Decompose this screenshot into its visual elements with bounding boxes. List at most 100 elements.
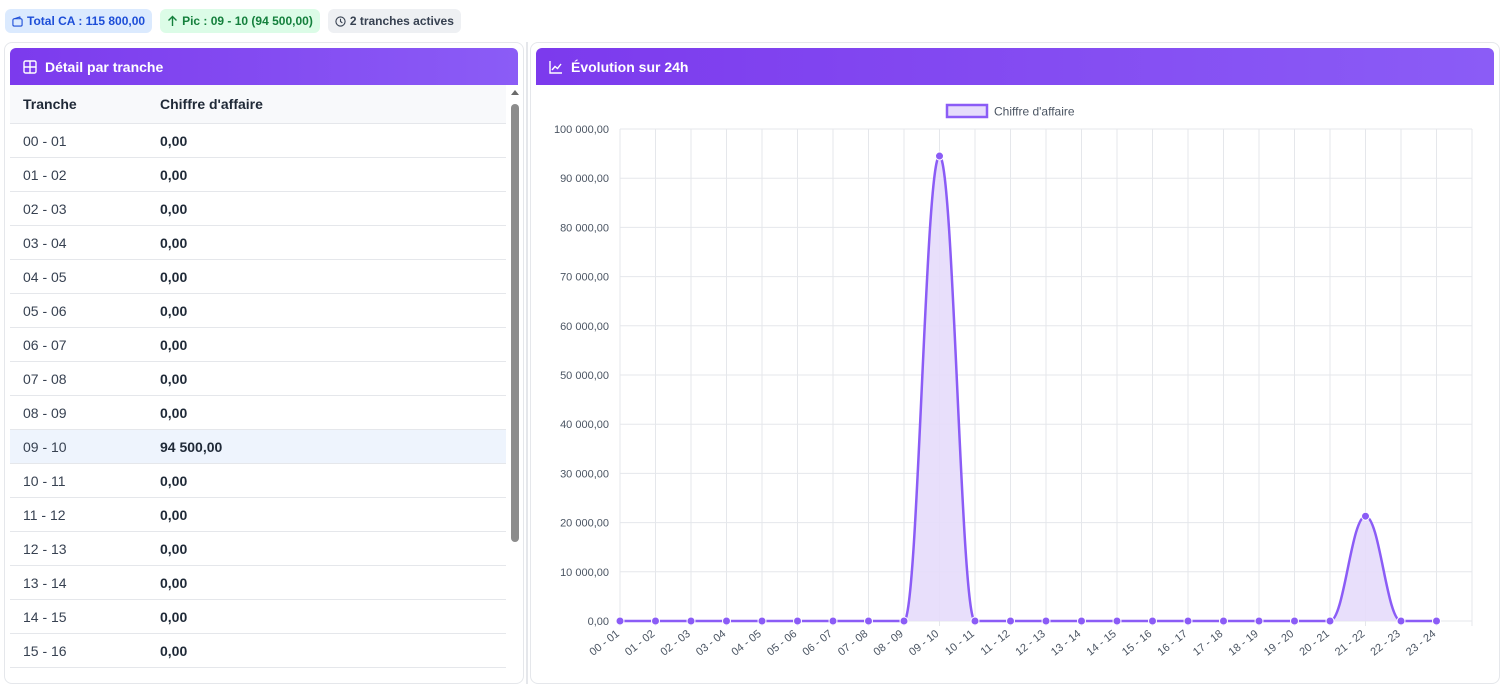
cell-ca-value: 0,00	[160, 506, 188, 523]
x-tick-label: 05 - 06	[765, 628, 799, 659]
table-row[interactable]: 03 - 04 0,00	[10, 226, 506, 260]
legend-label[interactable]: Chiffre d'affaire	[994, 105, 1075, 119]
cell-tranche: 07 - 08	[23, 370, 67, 387]
x-tick-label: 09 - 10	[907, 628, 941, 659]
series-line[interactable]	[620, 154, 1437, 623]
table-row[interactable]: 09 - 10 94 500,00	[10, 430, 506, 464]
data-point[interactable]	[1325, 616, 1335, 626]
x-tick-label: 08 - 09	[871, 628, 905, 659]
cell-ca-value: 0,00	[160, 404, 188, 421]
peak-badge: Pic : 09 - 10 (94 500,00)	[160, 9, 320, 33]
table-row[interactable]: 13 - 14 0,00	[10, 566, 506, 600]
detail-table[interactable]: Tranche Chiffre d'affaire 00 - 01 0,00 01 …	[10, 85, 506, 683]
data-point[interactable]	[864, 616, 873, 626]
cell-ca-value: 0,00	[160, 132, 188, 149]
data-point[interactable]	[1006, 616, 1015, 626]
cell-ca-value: 0,00	[160, 574, 188, 591]
active-slots-badge: 2 tranches actives	[327, 9, 461, 33]
cell-tranche: 02 - 03	[23, 200, 67, 217]
data-point[interactable]	[1361, 511, 1370, 521]
detail-panel: Détail par tranche Tranche Chiffre d'aff…	[4, 42, 524, 684]
y-tick-label: 40 000,00	[560, 419, 609, 431]
data-point[interactable]	[1396, 616, 1406, 626]
x-tick-label: 04 - 05	[729, 628, 763, 659]
data-point[interactable]	[1041, 616, 1051, 626]
table-row[interactable]: 15 - 16 0,00	[10, 634, 506, 668]
chart-line-icon	[549, 60, 563, 74]
data-point[interactable]	[1432, 616, 1441, 626]
y-tick-label: 80 000,00	[560, 222, 609, 234]
cell-tranche: 03 - 04	[23, 234, 67, 251]
table-row[interactable]: 11 - 12 0,00	[10, 498, 506, 532]
cell-tranche: 10 - 11	[23, 472, 66, 489]
table-row[interactable]: 07 - 08 0,00	[10, 362, 506, 396]
table-row[interactable]: 01 - 02 0,00	[10, 158, 506, 192]
y-tick-label: 100 000,00	[554, 124, 609, 136]
cell-ca-value: 0,00	[160, 166, 188, 183]
data-point[interactable]	[793, 616, 802, 626]
data-point[interactable]	[828, 616, 838, 626]
table-header: Tranche Chiffre d'affaire	[10, 85, 506, 124]
cell-ca-value: 0,00	[160, 302, 188, 319]
x-tick-label: 22 - 23	[1368, 628, 1402, 659]
data-point[interactable]	[615, 616, 625, 626]
table-icon	[23, 59, 37, 74]
x-tick-label: 14 - 15	[1084, 628, 1118, 659]
data-point[interactable]	[935, 151, 944, 161]
x-tick-label: 20 - 21	[1297, 628, 1331, 659]
peak-text: Pic : 09 - 10 (94 500,00)	[182, 14, 313, 28]
scroll-up-arrow-icon[interactable]	[511, 90, 519, 95]
cell-tranche: 04 - 05	[23, 268, 67, 285]
scrollbar-thumb[interactable]	[511, 104, 519, 542]
data-point[interactable]	[722, 616, 731, 626]
cell-ca-value: 0,00	[160, 608, 188, 625]
table-row[interactable]: 00 - 01 0,00	[10, 124, 506, 158]
x-tick-label: 17 - 18	[1191, 628, 1225, 659]
table-row[interactable]: 06 - 07 0,00	[10, 328, 506, 362]
y-tick-label: 90 000,00	[560, 173, 609, 185]
data-point[interactable]	[1219, 616, 1228, 626]
cell-tranche: 01 - 02	[23, 166, 67, 183]
data-point[interactable]	[899, 616, 909, 626]
revenue-chart[interactable]: 0,00 10 000,00 20 000,00 30 000,00 40 000,00…	[531, 43, 1499, 683]
legend-swatch[interactable]	[945, 103, 989, 119]
chart-panel: Évolution sur 24h 0,00 10 000,00 20 000,00…	[530, 42, 1500, 684]
data-point[interactable]	[1112, 616, 1122, 626]
x-tick-label: 16 - 17	[1155, 628, 1189, 659]
table-row[interactable]: 04 - 05 0,00	[10, 260, 506, 294]
column-header-ca: Chiffre d'affaire	[160, 96, 263, 112]
panel-divider[interactable]	[526, 42, 528, 684]
cell-ca-value: 0,00	[160, 472, 188, 489]
table-row[interactable]: 10 - 11 0,00	[10, 464, 506, 498]
y-tick-label: 50 000,00	[560, 370, 609, 382]
data-point[interactable]	[757, 616, 767, 626]
x-tick-label: 13 - 14	[1049, 628, 1083, 659]
summary-badges: Total CA : 115 800,00 Pic : 09 - 10 (94 …	[5, 9, 461, 33]
cell-tranche: 12 - 13	[23, 540, 67, 557]
cell-ca-value: 0,00	[160, 234, 188, 251]
data-point[interactable]	[686, 616, 696, 626]
table-body: 00 - 01 0,00 01 - 02 0,00 02 - 03 0,00 03 - 04…	[10, 124, 506, 668]
active-slots-text: 2 tranches actives	[349, 14, 454, 28]
data-point[interactable]	[1183, 616, 1193, 626]
x-tick-label: 18 - 19	[1226, 628, 1260, 659]
cell-tranche: 05 - 06	[23, 302, 67, 319]
table-row[interactable]: 05 - 06 0,00	[10, 294, 506, 328]
table-row[interactable]: 08 - 09 0,00	[10, 396, 506, 430]
x-tick-label: 11 - 12	[979, 628, 1013, 658]
chart-panel-header: Évolution sur 24h	[536, 48, 1494, 85]
x-tick-label: 19 - 20	[1262, 628, 1296, 659]
table-row[interactable]: 12 - 13 0,00	[10, 532, 506, 566]
data-point[interactable]	[970, 616, 980, 626]
table-scrollbar[interactable]	[510, 87, 520, 681]
data-point[interactable]	[1290, 616, 1299, 626]
y-tick-label: 20 000,00	[560, 518, 609, 530]
data-point[interactable]	[1254, 616, 1264, 626]
cell-tranche: 06 - 07	[23, 336, 67, 353]
data-point[interactable]	[1148, 616, 1157, 626]
table-row[interactable]: 02 - 03 0,00	[10, 192, 506, 226]
data-point[interactable]	[1077, 616, 1086, 626]
cell-tranche: 13 - 14	[23, 574, 67, 591]
data-point[interactable]	[651, 616, 660, 626]
table-row[interactable]: 14 - 15 0,00	[10, 600, 506, 634]
